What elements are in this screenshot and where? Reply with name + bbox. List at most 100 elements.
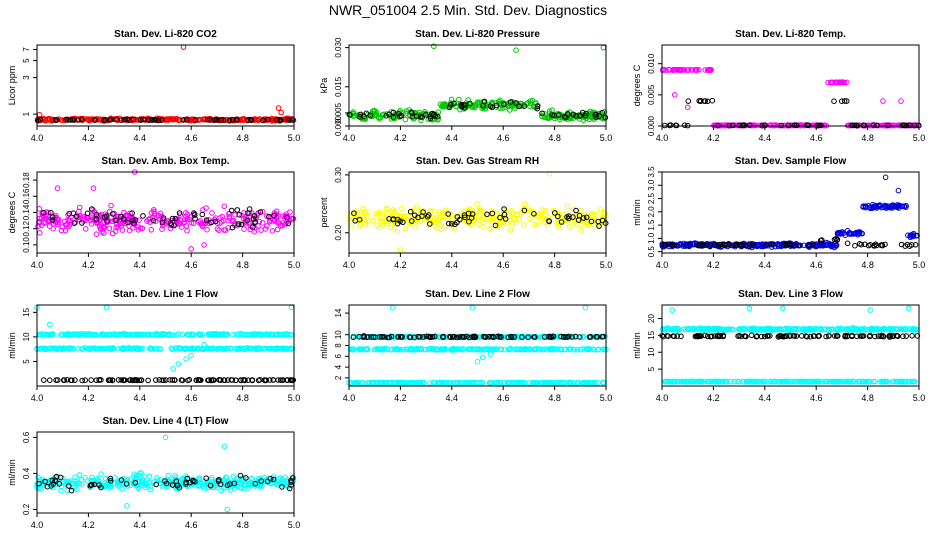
outlier-point [188,352,194,359]
data-point [737,327,743,333]
x-tick-label: 5.0 [913,393,926,403]
data-point [158,117,165,123]
x-tick-label: 4.2 [394,133,407,143]
data-point [145,331,151,338]
data-point [104,219,110,225]
y-tick-label: 0.16 [22,188,31,204]
data-point [836,378,843,385]
data-point [245,485,251,491]
data-point [688,67,694,73]
data-point [438,226,445,233]
data-point [704,333,711,340]
data-point [557,379,564,386]
data-point [366,380,373,386]
data-point [146,479,152,486]
data-point [507,227,514,233]
data-point [377,380,383,386]
data-point [68,487,75,494]
series-2 [662,378,918,385]
outlier-point [103,304,110,311]
data-point [834,332,841,339]
data-point [229,224,236,231]
data-point [895,326,901,333]
data-point [193,377,200,384]
data-point [282,345,288,352]
data-point [233,117,240,123]
data-point [909,333,915,339]
panel-title: Stan. Dev. Gas Stream RH [416,156,539,167]
data-point [264,223,270,229]
data-point [513,346,520,352]
data-point [880,333,887,340]
data-point [463,333,470,340]
data-point [185,331,192,338]
outlier-point [882,174,889,181]
data-point [542,207,549,214]
data-point [469,211,476,217]
data-point [689,378,695,385]
x-tick-label: 5.0 [600,393,613,403]
outlier-point [54,185,61,191]
data-point [118,213,124,220]
y-tick-label: 10 [334,330,343,339]
data-point [482,334,489,340]
data-point [126,117,132,123]
data-point [721,241,727,248]
data-point [723,122,729,129]
data-point [702,67,709,73]
data-point [96,482,102,488]
data-point [761,333,768,340]
data-point [266,213,272,220]
data-point [489,210,496,217]
data-point [442,223,448,229]
data-point [73,480,79,487]
x-tick-label: 4.0 [656,393,669,403]
data-point [905,378,912,385]
data-point [724,378,730,385]
data-point [489,217,495,223]
data-point [409,379,415,386]
data-point [815,378,822,385]
data-point [159,226,165,232]
data-point [826,378,833,385]
data-point [456,96,462,103]
data-point [390,209,397,215]
data-point [520,380,526,386]
data-point [886,326,893,333]
data-point [64,377,70,383]
data-point [376,116,383,122]
data-point [125,219,131,226]
outlier-point [780,305,786,312]
data-point [371,346,378,353]
data-point [397,346,404,353]
data-point [113,116,119,123]
data-point [825,326,832,333]
data-point [579,109,586,116]
data-point [567,346,574,352]
data-point [505,334,512,341]
outlier-point [669,307,676,313]
data-point [203,205,209,211]
data-point [828,241,834,248]
outlier-point [162,434,169,441]
data-point [476,346,482,352]
data-point [398,380,405,386]
y-tick-label: 0.030 [334,37,343,58]
y-tick-label: 0.010 [647,53,656,74]
data-point [663,326,670,333]
x-tick-label: 4.6 [810,393,823,403]
series-2 [347,98,609,122]
data-point [348,223,355,229]
data-point [748,332,755,339]
panel-title: Stan. Dev. Line 1 Flow [113,289,218,300]
data-point [152,117,159,123]
data-point [547,333,554,340]
series-3 [659,332,921,340]
data-point [198,221,205,227]
data-point [365,218,372,224]
data-point [892,378,899,385]
data-point [356,346,362,352]
data-point [779,242,785,249]
data-point [68,331,74,338]
